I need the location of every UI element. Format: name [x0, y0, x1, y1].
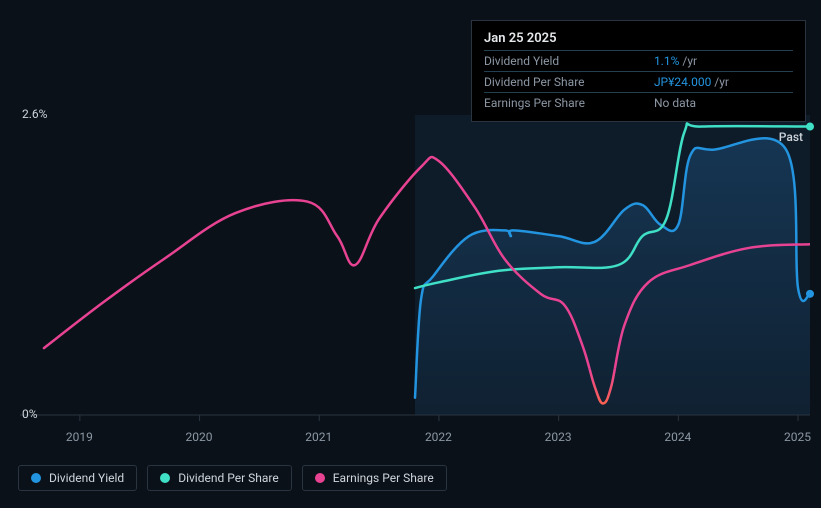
tooltip-row: Dividend Per ShareJP¥24.000 /yr — [484, 72, 793, 93]
x-axis-tick: 2020 — [186, 430, 213, 444]
tooltip-row-value: No data — [654, 93, 793, 114]
tooltip-row: Earnings Per ShareNo data — [484, 93, 793, 114]
legend-label: Dividend Yield — [49, 471, 124, 485]
legend-item-earnings-per-share[interactable]: Earnings Per Share — [302, 465, 447, 491]
y-axis-tick: 2.6% — [22, 107, 47, 121]
x-axis-tick: 2019 — [66, 430, 93, 444]
y-axis-tick: 0% — [22, 407, 38, 421]
tooltip-row: Dividend Yield1.1% /yr — [484, 51, 793, 72]
legend-swatch — [160, 473, 170, 483]
legend-label: Dividend Per Share — [178, 471, 279, 485]
past-label: Past — [779, 130, 803, 144]
chart-legend: Dividend Yield Dividend Per Share Earnings… — [18, 465, 447, 491]
tooltip-row-label: Earnings Per Share — [484, 93, 654, 114]
chart-tooltip: Jan 25 2025 Dividend Yield1.1% /yrDivide… — [471, 20, 806, 122]
x-axis-tick: 2025 — [784, 430, 811, 444]
tooltip-table: Dividend Yield1.1% /yrDividend Per Share… — [484, 50, 793, 113]
legend-swatch — [31, 473, 41, 483]
legend-label: Earnings Per Share — [333, 471, 434, 485]
x-axis-tick: 2023 — [545, 430, 572, 444]
legend-item-dividend-per-share[interactable]: Dividend Per Share — [147, 465, 292, 491]
tooltip-row-label: Dividend Per Share — [484, 72, 654, 93]
tooltip-row-value: 1.1% /yr — [654, 51, 793, 72]
x-axis-tick: 2024 — [664, 430, 691, 444]
legend-item-dividend-yield[interactable]: Dividend Yield — [18, 465, 137, 491]
tooltip-row-label: Dividend Yield — [484, 51, 654, 72]
dividend-chart: 0% 2.6% 2019 2020 2021 2022 2023 2024 2025 Past… — [0, 0, 821, 508]
legend-swatch — [315, 473, 325, 483]
tooltip-date: Jan 25 2025 — [484, 29, 793, 50]
x-axis-tick: 2022 — [425, 430, 452, 444]
tooltip-row-value: JP¥24.000 /yr — [654, 72, 793, 93]
x-axis-tick: 2021 — [305, 430, 332, 444]
